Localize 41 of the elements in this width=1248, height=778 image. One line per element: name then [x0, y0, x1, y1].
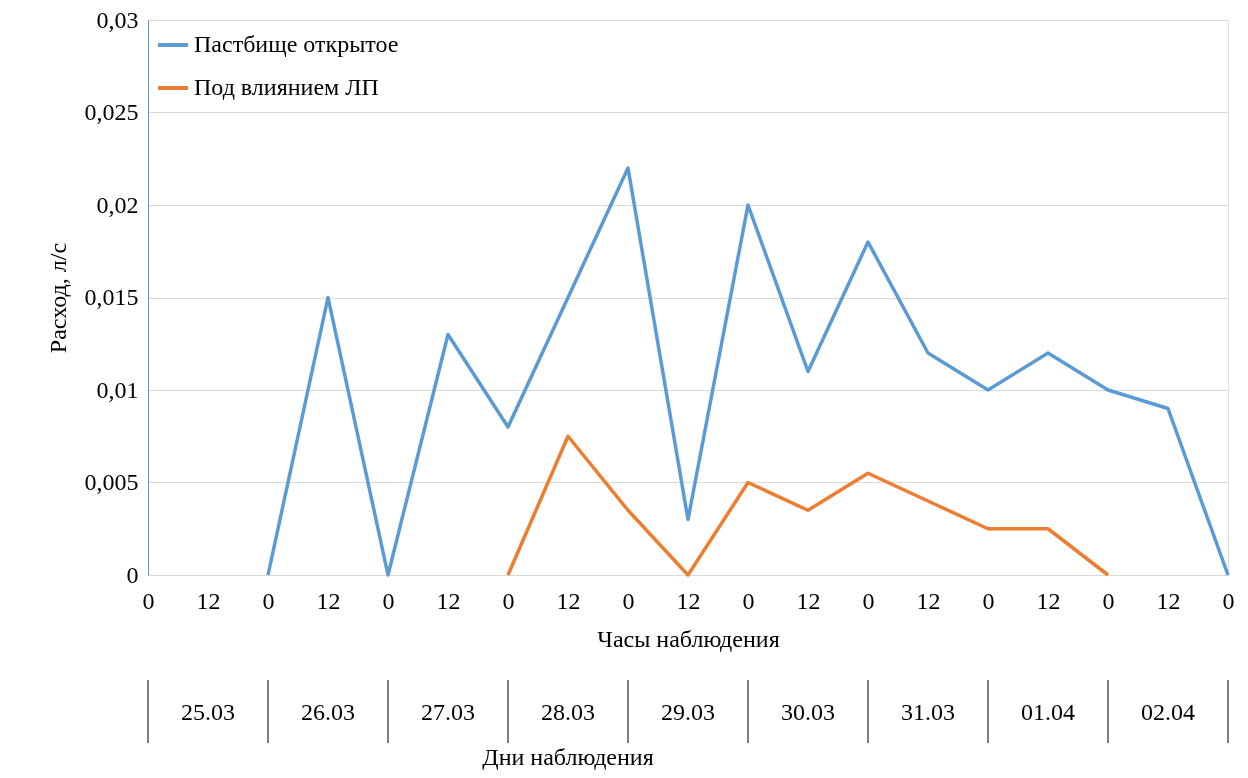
x-tick-label: 12 — [1036, 587, 1061, 614]
text: 30.03 — [781, 699, 835, 725]
x-tick-label: 12 — [796, 587, 821, 614]
x-tick-label: 0 — [862, 587, 875, 614]
text: 28.03 — [541, 699, 595, 725]
x-tick-label: 0 — [502, 587, 515, 614]
x-tick-label: 0 — [382, 587, 395, 614]
x-tick-label: 12 — [676, 587, 701, 614]
y-tick-label: 0 — [126, 561, 139, 588]
text: 27.03 — [421, 699, 475, 725]
x-tick-label: 0 — [1102, 587, 1115, 614]
y-tick-label: 0,03 — [96, 6, 139, 33]
legend-label: Пастбище открытое — [194, 31, 399, 57]
text: 02.04 — [1141, 699, 1195, 725]
y-tick-label: 0,015 — [84, 284, 139, 310]
y-tick-label: 0,01 — [96, 376, 139, 403]
line-series — [506, 434, 1110, 577]
y-tick-label: 0,005 — [84, 469, 139, 495]
y-axis-title: Расход, л/с — [44, 242, 71, 354]
text: 29.03 — [661, 699, 715, 725]
x-tick-label: 0 — [262, 587, 275, 614]
legend-label: Под влиянием ЛП — [194, 74, 379, 100]
x-tick-label: 12 — [316, 587, 341, 614]
text: 01.04 — [1021, 699, 1075, 725]
text: 26.03 — [301, 699, 355, 725]
y-tick-label: 0,02 — [96, 191, 139, 218]
x-tick-label: 12 — [1156, 587, 1181, 614]
line-series — [266, 166, 1230, 577]
text: 31.03 — [901, 699, 955, 725]
x-tick-label: 12 — [196, 587, 221, 614]
x-tick-label: 0 — [742, 587, 755, 614]
x-tick-label: 12 — [436, 587, 461, 614]
x-tick-label: 0 — [622, 587, 635, 614]
x-tick-label: 12 — [556, 587, 581, 614]
y-tick-label: 0,025 — [84, 99, 139, 125]
x-tick-label: 0 — [1222, 587, 1235, 614]
x-tick-label: 12 — [916, 587, 941, 614]
x-tick-label: 0 — [982, 587, 995, 614]
x-axis-title: Часы наблюдения — [597, 625, 780, 652]
text: Дни наблюдения — [482, 744, 654, 770]
text: 25.03 — [181, 699, 235, 725]
